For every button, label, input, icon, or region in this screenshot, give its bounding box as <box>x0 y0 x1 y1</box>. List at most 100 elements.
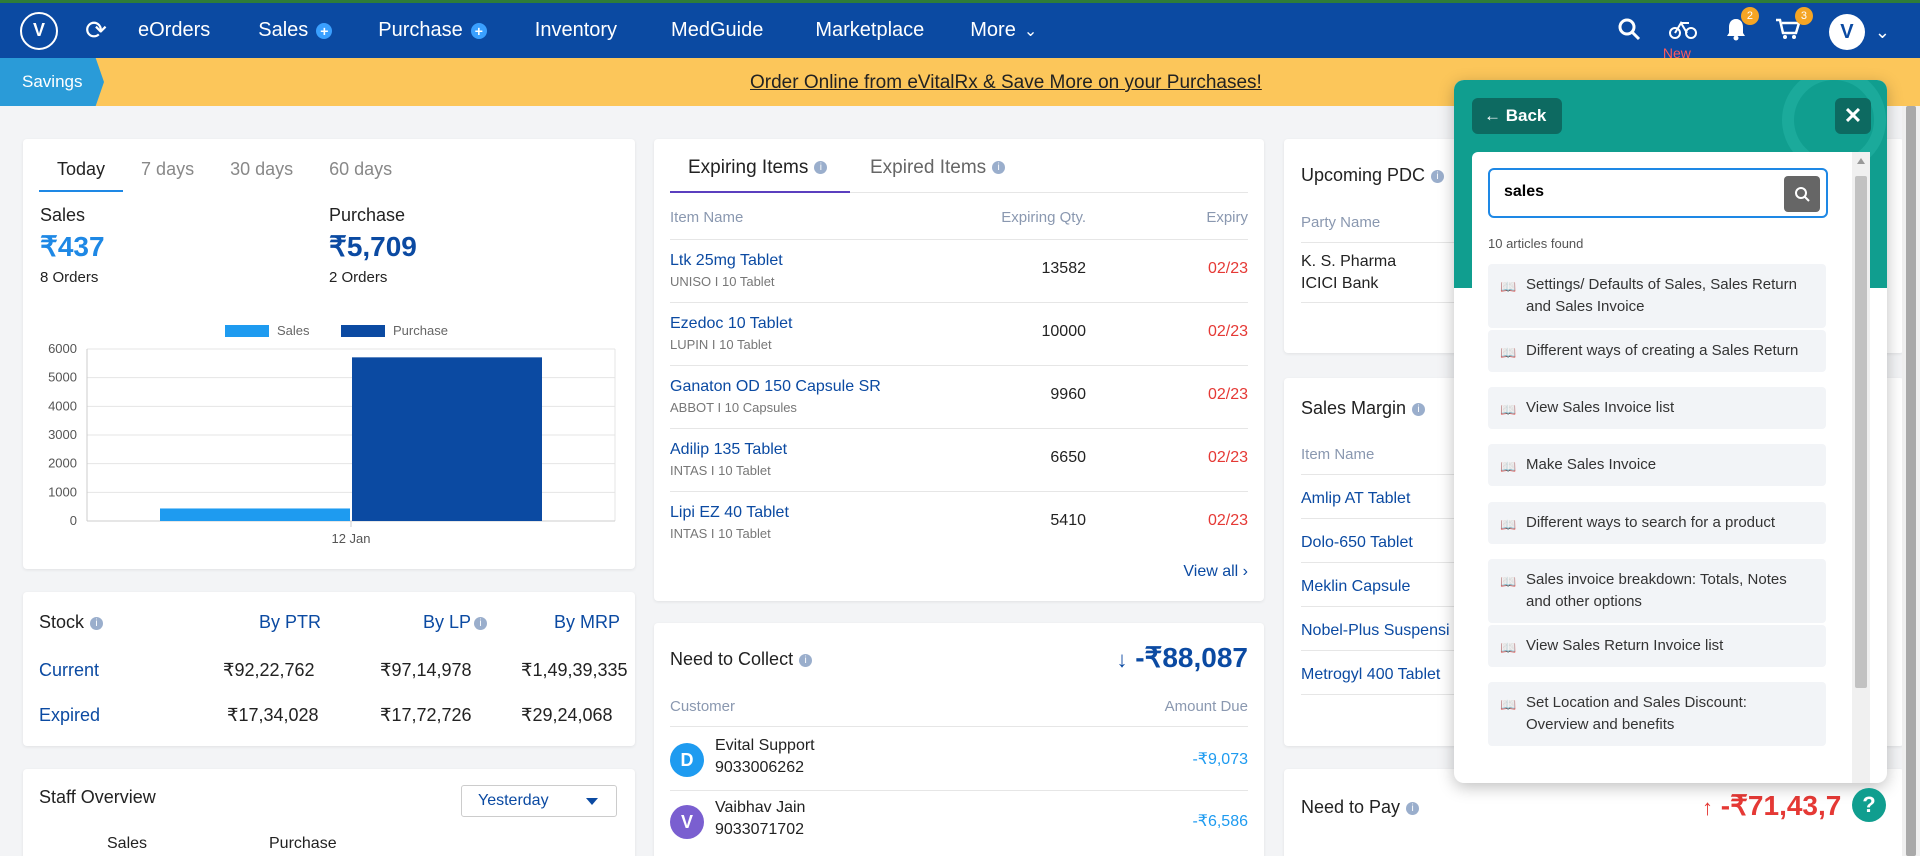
table-row[interactable]: Ltk 25mg Tablet UNISO I 10 Tablet 13582 0… <box>670 240 1248 303</box>
scroll-up-arrow[interactable] <box>1857 158 1865 164</box>
tab-expiring-items[interactable]: Expiring Items i <box>670 157 850 193</box>
nav-sales[interactable]: Sales + <box>258 19 333 42</box>
info-icon[interactable]: i <box>1406 801 1420 815</box>
nav-eorders[interactable]: eOrders <box>138 19 210 42</box>
search-icon[interactable] <box>1617 17 1641 48</box>
avatar: D <box>670 743 704 777</box>
margin-item[interactable]: Dolo-650 Tablet <box>1301 534 1413 551</box>
article-item[interactable]: 📖 Different ways of creating a Sales Retu… <box>1488 330 1826 372</box>
y-tick-label: 1000 <box>48 484 77 499</box>
avatar[interactable]: V <box>1828 14 1865 50</box>
item-name[interactable]: Ganaton OD 150 Capsule SR <box>670 378 881 395</box>
scrollbar-thumb[interactable] <box>1855 176 1867 688</box>
user-menu[interactable]: V ⌄ <box>1828 14 1890 50</box>
info-icon[interactable]: i <box>1431 169 1445 183</box>
back-button[interactable]: ← Back <box>1472 98 1562 134</box>
article-title: Different ways of creating a Sales Retur… <box>1526 342 1799 359</box>
table-row[interactable]: Ganaton OD 150 Capsule SR ABBOT I 10 Caps… <box>670 366 1248 429</box>
period-dropdown[interactable]: Yesterday <box>461 785 617 817</box>
search-icon[interactable] <box>1784 176 1820 212</box>
tab-60-days[interactable]: 60 days <box>329 159 393 179</box>
info-icon[interactable]: i <box>799 653 813 667</box>
pay-title: Need to Pay i <box>1301 797 1420 818</box>
info-icon[interactable]: i <box>474 616 488 630</box>
item-sub: INTAS I 10 Tablet <box>670 463 771 478</box>
article-item[interactable]: 📖 Set Location and Sales Discount: Overvi… <box>1488 682 1826 746</box>
article-item[interactable]: 📖 Different ways to search for a product <box>1488 502 1826 544</box>
nav-purchase[interactable]: Purchase + <box>378 19 487 42</box>
nav-more[interactable]: More ⌄ <box>970 19 1037 42</box>
table-row[interactable]: V Vaibhav Jain 9033071702 -₹6,586 <box>670 797 1248 853</box>
savings-tag: Savings <box>0 58 104 106</box>
header-item-name: Item Name <box>670 209 744 226</box>
item-expiry: 02/23 <box>1207 260 1248 277</box>
help-scrollbar[interactable] <box>1852 152 1870 783</box>
stock-value: ₹17,72,726 <box>380 705 472 725</box>
article-item[interactable]: 📖 View Sales Invoice list <box>1488 387 1826 429</box>
bar-sales <box>160 508 350 521</box>
sales-value: ₹437 <box>40 231 105 262</box>
item-name[interactable]: Ltk 25mg Tablet <box>670 252 783 269</box>
close-icon[interactable]: ✕ <box>1835 98 1871 134</box>
expiring-items-card: Expiring Items i Expired Items i Item Name… <box>654 139 1264 601</box>
stock-title: Stock i <box>39 612 104 633</box>
add-icon[interactable]: + <box>316 22 333 39</box>
margin-item[interactable]: Meklin Capsule <box>1301 578 1411 595</box>
table-row[interactable]: Ezedoc 10 Tablet LUPIN I 10 Tablet 10000 … <box>670 303 1248 366</box>
stock-value: ₹17,34,028 <box>227 705 319 725</box>
stock-expired-label[interactable]: Expired <box>39 705 101 725</box>
table-row[interactable]: Adilip 135 Tablet INTAS I 10 Tablet 6650 … <box>670 429 1248 492</box>
table-row[interactable]: D Evital Support 9033006262 -₹9,073 <box>670 735 1248 791</box>
purchase-value: ₹5,709 <box>329 231 417 262</box>
nav-marketplace[interactable]: Marketplace <box>815 19 924 42</box>
party-name: K. S. Pharma <box>1301 253 1397 270</box>
add-icon[interactable]: + <box>470 22 487 39</box>
table-row[interactable]: Lipi EZ 40 Tablet INTAS I 10 Tablet 5410 … <box>670 492 1248 555</box>
customer-name: Evital Support <box>715 737 815 754</box>
nav-inventory[interactable]: Inventory <box>535 19 617 42</box>
article-item[interactable]: 📖 Sales invoice breakdown: Totals, Notes … <box>1488 559 1826 623</box>
article-item[interactable]: 📖 View Sales Return Invoice list <box>1488 625 1826 667</box>
nav-medguide[interactable]: MedGuide <box>671 19 763 42</box>
col-by-ptr[interactable]: By PTR <box>259 612 322 632</box>
bicycle-icon[interactable]: New <box>1663 17 1697 61</box>
promo-link[interactable]: Order Online from eVitalRx & Save More o… <box>750 72 1262 93</box>
item-name[interactable]: Lipi EZ 40 Tablet <box>670 504 789 521</box>
divider <box>670 239 1248 240</box>
item-name[interactable]: Adilip 135 Tablet <box>670 441 788 458</box>
info-icon[interactable]: i <box>1412 402 1426 416</box>
page-scrollbar[interactable] <box>1902 106 1920 856</box>
tab-7-days[interactable]: 7 days <box>141 159 195 179</box>
y-tick-label: 3000 <box>48 427 77 442</box>
cart-icon[interactable]: 3 <box>1775 6 1813 48</box>
info-icon[interactable]: i <box>992 161 1006 175</box>
book-icon: 📖 <box>1500 345 1517 360</box>
info-icon[interactable]: i <box>90 616 104 630</box>
margin-item[interactable]: Metrogyl 400 Tablet <box>1301 666 1441 683</box>
nav-label: Sales <box>258 19 309 41</box>
margin-item[interactable]: Nobel-Plus Suspensi <box>1301 622 1450 639</box>
refresh-icon[interactable]: ⟳ <box>85 15 107 45</box>
article-item[interactable]: 📖 Settings/ Defaults of Sales, Sales Retu… <box>1488 264 1826 328</box>
col-by-mrp[interactable]: By MRP <box>554 612 621 632</box>
col-by-lp[interactable]: By LP i <box>423 612 488 633</box>
tab-expired-items[interactable]: Expired Items i <box>870 157 1006 179</box>
help-icon[interactable]: ? <box>1852 788 1886 822</box>
item-qty: 9960 <box>1050 386 1086 403</box>
scrollbar-thumb[interactable] <box>1906 106 1916 856</box>
bell-icon[interactable]: 2 <box>1725 6 1759 48</box>
tab-30-days[interactable]: 30 days <box>230 159 294 179</box>
item-name[interactable]: Ezedoc 10 Tablet <box>670 315 793 332</box>
staff-overview-card: Staff Overview Yesterday Sales Purchase <box>23 769 635 856</box>
margin-item[interactable]: Amlip AT Tablet <box>1301 490 1411 507</box>
help-search-input[interactable] <box>1490 170 1770 214</box>
help-search-field[interactable] <box>1488 168 1828 218</box>
app-logo[interactable]: V <box>20 11 58 50</box>
pdc-title: Upcoming PDC i <box>1301 165 1445 186</box>
stock-current-label[interactable]: Current <box>39 660 100 680</box>
info-icon[interactable]: i <box>814 161 828 175</box>
tab-today[interactable]: Today <box>39 153 124 192</box>
view-all-link[interactable]: View all › <box>1183 563 1248 581</box>
item-qty: 5410 <box>1050 512 1086 529</box>
article-item[interactable]: 📖 Make Sales Invoice <box>1488 444 1826 486</box>
